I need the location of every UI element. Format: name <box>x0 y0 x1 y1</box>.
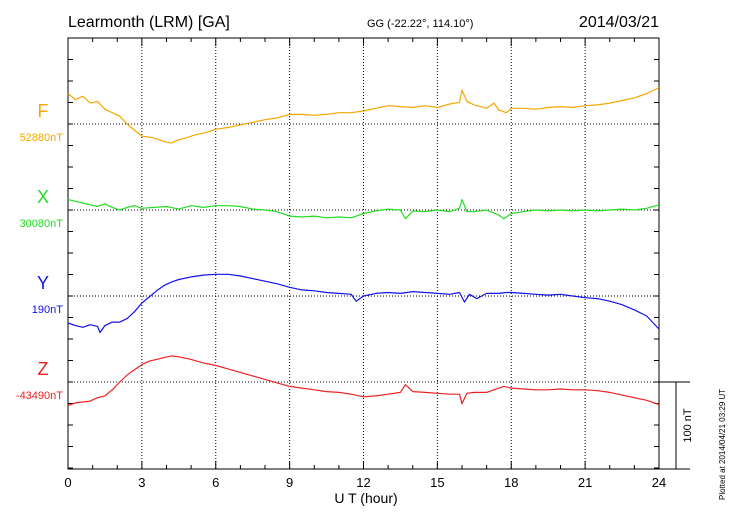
series-name-F: F <box>38 101 49 121</box>
x-tick-label-0: 0 <box>64 475 71 490</box>
x-tick-label-15: 15 <box>430 475 444 490</box>
x-axis-label: U T (hour) <box>334 490 397 506</box>
series-line-Y <box>67 273 660 334</box>
axis-ticks <box>67 38 660 469</box>
scale-bar: 100 nT <box>659 381 694 470</box>
x-tick-labels: 0 3 6 9 12 15 18 21 24 <box>64 475 666 490</box>
x-tick-label-12: 12 <box>356 475 370 490</box>
series-line-X <box>67 199 660 220</box>
coordinates-label: GG (-22.22°, 114.10°) <box>367 18 473 30</box>
series-name-Z: Z <box>38 359 49 379</box>
x-tick-label-9: 9 <box>286 475 293 490</box>
series-name-X: X <box>37 187 49 207</box>
series-labels: F 52880nT X 30080nT Y 190nT Z -43490nT <box>16 101 63 402</box>
series-baseline-Y: 190nT <box>32 304 63 316</box>
date-label: 2014/03/21 <box>579 14 659 31</box>
series-baseline-Z: -43490nT <box>16 390 63 402</box>
station-title: Learmonth (LRM) [GA] <box>68 14 230 31</box>
scale-bar-label: 100 nT <box>682 408 694 443</box>
x-tick-label-21: 21 <box>578 475 592 490</box>
x-tick-label-24: 24 <box>652 475 666 490</box>
series-lines <box>67 86 660 407</box>
plotted-note: Plotted at 2014/04/21 03:29 UT <box>718 389 727 500</box>
series-baseline-X: 30080nT <box>20 218 64 230</box>
series-line-Z <box>67 355 660 407</box>
x-tick-label-6: 6 <box>212 475 219 490</box>
x-tick-label-3: 3 <box>138 475 145 490</box>
x-tick-label-18: 18 <box>504 475 518 490</box>
series-name-Y: Y <box>37 273 49 293</box>
series-baseline-F: 52880nT <box>20 132 64 144</box>
grid-lines <box>68 38 659 469</box>
series-line-F <box>67 86 660 144</box>
